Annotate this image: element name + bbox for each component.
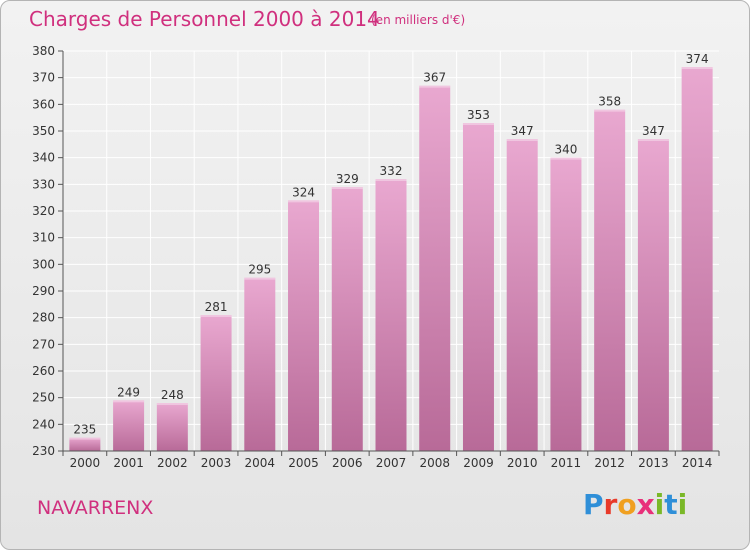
bar-2000 [69, 437, 101, 451]
logo-letter: x [636, 488, 655, 521]
x-tick-label: 2004 [245, 456, 276, 470]
bar-highlight [244, 277, 276, 280]
x-tick-label: 2006 [332, 456, 363, 470]
y-tick-label: 260 [32, 364, 55, 378]
x-tick-label: 2008 [419, 456, 450, 470]
data-label: 340 [554, 143, 577, 157]
y-tick-label: 300 [32, 257, 55, 271]
x-tick-label: 2014 [682, 456, 713, 470]
bars [69, 67, 713, 452]
y-tick-label: 250 [32, 391, 55, 405]
data-label: 324 [292, 185, 315, 199]
bar-highlight [681, 67, 713, 69]
data-label: 374 [686, 52, 709, 66]
logo-letter: t [664, 488, 678, 521]
x-tick-label: 2010 [507, 456, 538, 470]
bar-highlight [200, 315, 232, 317]
bar-highlight [156, 403, 188, 405]
data-label: 249 [117, 385, 140, 399]
data-label: 248 [161, 388, 184, 402]
y-tick-label: 270 [32, 337, 55, 351]
axes [58, 50, 720, 456]
bar-2008 [419, 85, 451, 452]
x-tick-label: 2009 [463, 456, 494, 470]
bar-2001 [113, 400, 145, 451]
logo-letter: P [583, 488, 604, 521]
y-tick-label: 370 [32, 71, 55, 85]
y-tick-label: 380 [32, 44, 55, 58]
data-label: 347 [511, 124, 534, 138]
y-tick-labels: 230 240 250 260 270 280 290 300 310 320 330 340 350 3… [32, 44, 55, 458]
y-tick-label: 240 [32, 417, 55, 431]
bar-2005 [288, 200, 320, 451]
chart-unit: (en milliers d'€) [371, 13, 466, 27]
bar-highlight [375, 179, 407, 181]
data-label: 367 [423, 71, 446, 85]
data-label: 353 [467, 108, 490, 122]
data-label: 295 [248, 263, 271, 277]
bar-2007 [375, 179, 407, 451]
y-tick-label: 330 [32, 177, 55, 191]
bar-2003 [200, 315, 232, 451]
chart-title: Charges de Personnel 2000 à 2014 [29, 7, 380, 31]
x-tick-label: 2000 [70, 456, 101, 470]
bar-highlight [550, 157, 582, 160]
data-label: 281 [205, 300, 228, 314]
bar-highlight [506, 139, 538, 141]
y-tick-label: 340 [32, 151, 55, 165]
bar-highlight [637, 139, 669, 141]
bar-2013 [637, 139, 669, 451]
y-tick-label: 320 [32, 204, 55, 218]
data-label: 235 [73, 423, 96, 437]
logo-letter: i [677, 488, 688, 521]
bar-2004 [244, 277, 276, 451]
x-tick-label: 2011 [551, 456, 582, 470]
logo-letter: i [654, 488, 665, 521]
x-tick-labels: 2000 2001 2002 2003 2004 2005 2006 2007 2008 2009… [70, 456, 713, 470]
bar-2011 [550, 157, 582, 451]
y-tick-label: 360 [32, 97, 55, 111]
bar-2009 [462, 123, 494, 451]
bar-2006 [331, 187, 363, 451]
bar-highlight [594, 109, 626, 112]
town-name: NAVARRENX [37, 497, 154, 519]
x-tick-label: 2013 [638, 456, 669, 470]
bar-highlight [331, 187, 363, 189]
logo-letter: o [617, 488, 637, 521]
x-tick-label: 2002 [157, 456, 188, 470]
logo-letter: r [603, 488, 618, 521]
y-tick-label: 230 [32, 444, 55, 458]
data-label: 332 [380, 164, 403, 178]
bar-highlight [419, 85, 451, 88]
bar-highlight [113, 400, 145, 403]
y-tick-label: 280 [32, 311, 55, 325]
bar-highlight [288, 200, 320, 203]
x-tick-label: 2007 [376, 456, 407, 470]
bar-highlight [462, 123, 494, 125]
bar-highlight [69, 437, 101, 440]
x-tick-label: 2001 [113, 456, 144, 470]
x-tick-label: 2012 [594, 456, 625, 470]
x-tick-label: 2003 [201, 456, 232, 470]
data-label: 329 [336, 172, 359, 186]
bar-2002 [156, 403, 188, 451]
y-tick-label: 310 [32, 231, 55, 245]
data-labels: 235 249 248 281 295 324 329 332 367 353 347 340 358 3… [73, 52, 708, 437]
y-tick-label: 290 [32, 284, 55, 298]
x-tick-label: 2005 [288, 456, 319, 470]
bar-2014 [681, 67, 713, 451]
data-label: 358 [598, 95, 621, 109]
proxiti-logo: Proxiti [583, 488, 687, 521]
data-label: 347 [642, 124, 665, 138]
y-tick-label: 350 [32, 124, 55, 138]
bar-2012 [594, 109, 626, 452]
bar-2010 [506, 139, 538, 451]
